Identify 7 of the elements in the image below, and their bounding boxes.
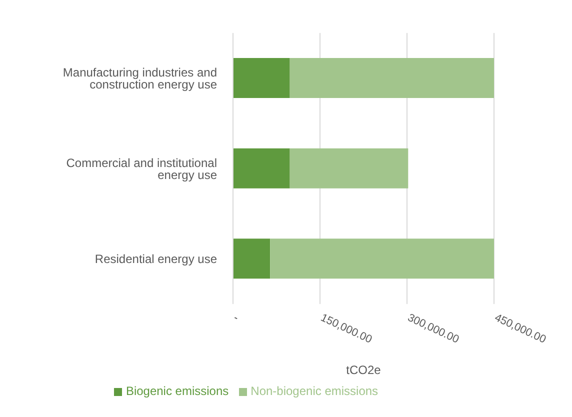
y-tick-label: Manufacturing industries and construction energy use (62, 65, 218, 92)
legend-label: Non-biogenic emissions (250, 384, 378, 398)
legend-label: Biogenic emissions (126, 384, 229, 398)
y-tick-label: Commercial and institutional energy use (66, 156, 218, 182)
x-tick-label: - (232, 312, 240, 324)
x-axis-title: tCO2e (346, 363, 382, 377)
y-tick-label: Residential energy use (94, 252, 218, 266)
